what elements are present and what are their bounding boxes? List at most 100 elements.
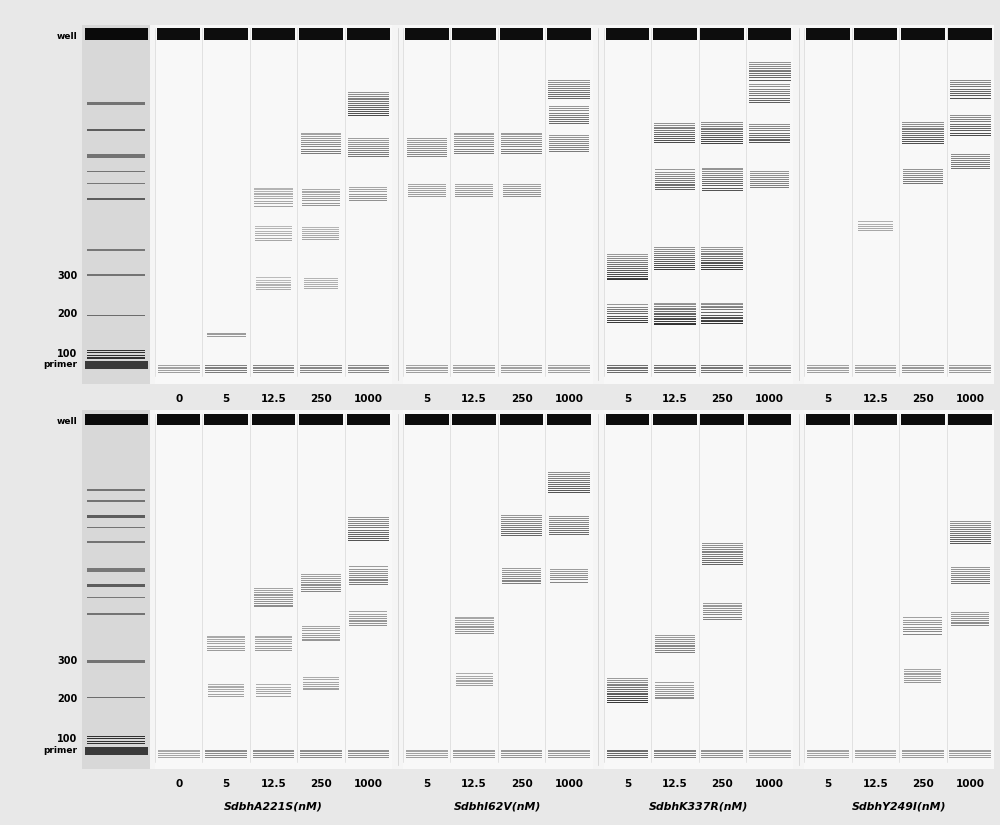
Bar <box>950 135 991 136</box>
Bar <box>348 152 389 153</box>
Bar <box>607 689 648 690</box>
Bar <box>807 755 849 756</box>
Text: 1000: 1000 <box>956 779 985 789</box>
Bar <box>749 64 791 65</box>
Bar <box>855 367 896 369</box>
Bar <box>548 755 590 756</box>
Bar <box>949 757 991 758</box>
Bar <box>256 684 291 686</box>
Bar <box>301 148 341 149</box>
Bar <box>349 571 388 572</box>
Bar <box>303 677 339 678</box>
Bar <box>749 95 790 96</box>
Bar <box>702 545 743 546</box>
Bar <box>548 476 590 477</box>
Bar <box>345 25 392 384</box>
Bar <box>655 685 694 686</box>
Bar <box>702 177 743 178</box>
Bar <box>208 694 244 695</box>
Bar <box>549 532 589 533</box>
Bar <box>607 698 648 699</box>
Bar <box>456 683 493 684</box>
Bar <box>348 146 389 147</box>
Bar <box>208 689 244 690</box>
Bar <box>301 151 341 152</box>
Bar <box>302 633 340 634</box>
Bar <box>950 126 991 127</box>
Bar <box>655 634 695 635</box>
Bar <box>750 177 789 178</box>
Bar <box>503 194 541 195</box>
Bar <box>300 751 342 752</box>
Bar <box>950 89 991 90</box>
Bar <box>549 526 589 527</box>
Bar <box>348 153 389 154</box>
Bar <box>503 188 541 189</box>
Bar <box>950 120 991 121</box>
Bar <box>607 270 648 271</box>
Bar <box>408 190 446 191</box>
Bar <box>749 137 790 138</box>
Bar <box>749 86 790 87</box>
Bar <box>348 752 389 754</box>
Bar <box>651 25 699 384</box>
Bar <box>701 265 743 266</box>
Bar <box>607 262 648 263</box>
Text: 5: 5 <box>824 394 832 403</box>
Bar <box>349 623 387 624</box>
Bar <box>301 146 341 148</box>
Bar <box>158 752 200 754</box>
Bar <box>903 173 943 174</box>
Bar <box>607 318 648 319</box>
Text: SdbhA221S(nM): SdbhA221S(nM) <box>224 802 323 812</box>
Bar <box>655 652 695 653</box>
Text: 250: 250 <box>511 394 532 403</box>
Bar <box>549 528 589 529</box>
Bar <box>455 190 493 191</box>
Bar <box>654 129 695 130</box>
Bar <box>158 367 200 369</box>
Bar <box>655 185 695 186</box>
Bar <box>302 639 340 640</box>
Text: 12.5: 12.5 <box>261 394 286 403</box>
Text: SdbhY249I(nM): SdbhY249I(nM) <box>852 802 946 812</box>
Bar <box>607 365 648 366</box>
Bar <box>548 752 590 754</box>
Bar <box>550 573 588 574</box>
Bar <box>85 361 148 370</box>
Bar <box>408 188 446 189</box>
Bar <box>653 28 697 40</box>
Bar <box>303 681 339 683</box>
Bar <box>406 757 448 758</box>
Bar <box>301 580 341 581</box>
Bar <box>902 139 944 140</box>
Bar <box>205 757 247 758</box>
Bar <box>654 134 695 135</box>
Bar <box>607 316 648 318</box>
Bar <box>701 125 743 126</box>
Bar <box>607 305 648 306</box>
Bar <box>655 697 694 699</box>
Bar <box>302 630 340 631</box>
Bar <box>703 612 742 613</box>
Bar <box>903 183 943 185</box>
Bar <box>950 521 991 522</box>
Bar <box>301 142 341 144</box>
Bar <box>207 641 245 642</box>
Bar <box>501 517 542 518</box>
Bar <box>607 308 648 309</box>
Bar <box>701 139 743 140</box>
Bar <box>408 192 446 193</box>
Bar <box>303 686 339 687</box>
Bar <box>502 581 541 582</box>
Bar <box>548 474 590 475</box>
Bar <box>301 140 341 141</box>
Bar <box>300 755 342 756</box>
Bar <box>407 138 447 139</box>
Bar <box>407 144 447 145</box>
Bar <box>949 365 991 366</box>
Bar <box>454 153 494 154</box>
Bar <box>749 98 790 99</box>
Bar <box>348 521 389 522</box>
Bar <box>455 626 494 628</box>
